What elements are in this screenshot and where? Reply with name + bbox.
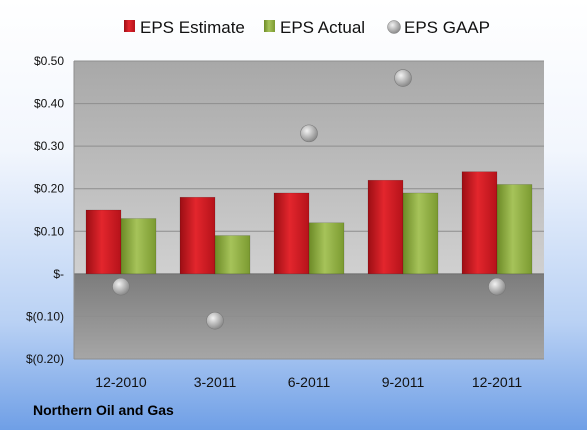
legend-swatch [124, 20, 135, 32]
eps-actual-bar [402, 192, 439, 275]
x-tick-label: 3-2011 [194, 374, 237, 390]
y-tick-label: $0.40 [34, 97, 64, 111]
y-tick-label: $0.50 [34, 54, 64, 68]
y-tick-label: $0.20 [34, 182, 64, 196]
eps-estimate-bar [461, 171, 498, 275]
x-tick-label: 12-2011 [472, 374, 523, 390]
company-name: Northern Oil and Gas [33, 402, 174, 418]
legend-eps-gaap: EPS GAAP [387, 18, 490, 37]
eps-gaap-marker [112, 277, 130, 296]
legend-swatch [264, 20, 275, 32]
legend-eps-estimate: EPS Estimate [124, 18, 245, 37]
legend-label: EPS Estimate [140, 18, 245, 37]
y-tick-label: $(0.20) [26, 352, 64, 366]
legend-swatch [387, 20, 401, 34]
eps-estimate-bar [85, 209, 122, 275]
eps-gaap-marker [300, 124, 318, 143]
legend-label: EPS GAAP [404, 18, 490, 37]
eps-gaap-marker [206, 311, 224, 330]
y-tick-label: $- [53, 267, 64, 281]
y-tick-label: $0.30 [34, 139, 64, 153]
x-tick-label: 9-2011 [382, 374, 425, 390]
legend-eps-actual: EPS Actual [264, 18, 365, 37]
eps-estimate-bar [273, 192, 310, 275]
eps-estimate-bar [367, 179, 404, 275]
eps-actual-bar [120, 218, 157, 275]
x-tick-label: 6-2011 [288, 374, 331, 390]
y-tick-label: $0.10 [34, 224, 64, 238]
eps-actual-bar [308, 222, 345, 275]
x-tick-label: 12-2010 [95, 374, 147, 390]
eps-actual-bar [496, 184, 533, 275]
eps-gaap-marker [488, 277, 506, 296]
eps-actual-bar [214, 235, 251, 275]
y-tick-label: $(0.10) [26, 309, 64, 323]
eps-estimate-bar [179, 196, 216, 275]
legend-label: EPS Actual [280, 18, 365, 37]
eps-gaap-marker [394, 69, 412, 87]
